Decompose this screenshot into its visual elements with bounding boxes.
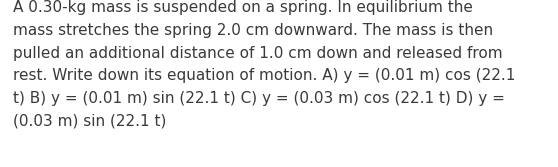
Text: rest. Write down its equation of motion. A) y = (0.01 m) cos (22.1: rest. Write down its equation of motion.… bbox=[13, 68, 516, 83]
Text: mass stretches the spring 2.0 cm downward. The mass is then: mass stretches the spring 2.0 cm downwar… bbox=[13, 23, 493, 38]
Text: pulled an additional distance of 1.0 cm down and released from: pulled an additional distance of 1.0 cm … bbox=[13, 46, 503, 61]
Text: A 0.30-kg mass is suspended on a spring. In equilibrium the: A 0.30-kg mass is suspended on a spring.… bbox=[13, 0, 473, 15]
Text: t) B) y = (0.01 m) sin (22.1 t) C) y = (0.03 m) cos (22.1 t) D) y =: t) B) y = (0.01 m) sin (22.1 t) C) y = (… bbox=[13, 91, 505, 106]
Text: (0.03 m) sin (22.1 t): (0.03 m) sin (22.1 t) bbox=[13, 114, 166, 129]
